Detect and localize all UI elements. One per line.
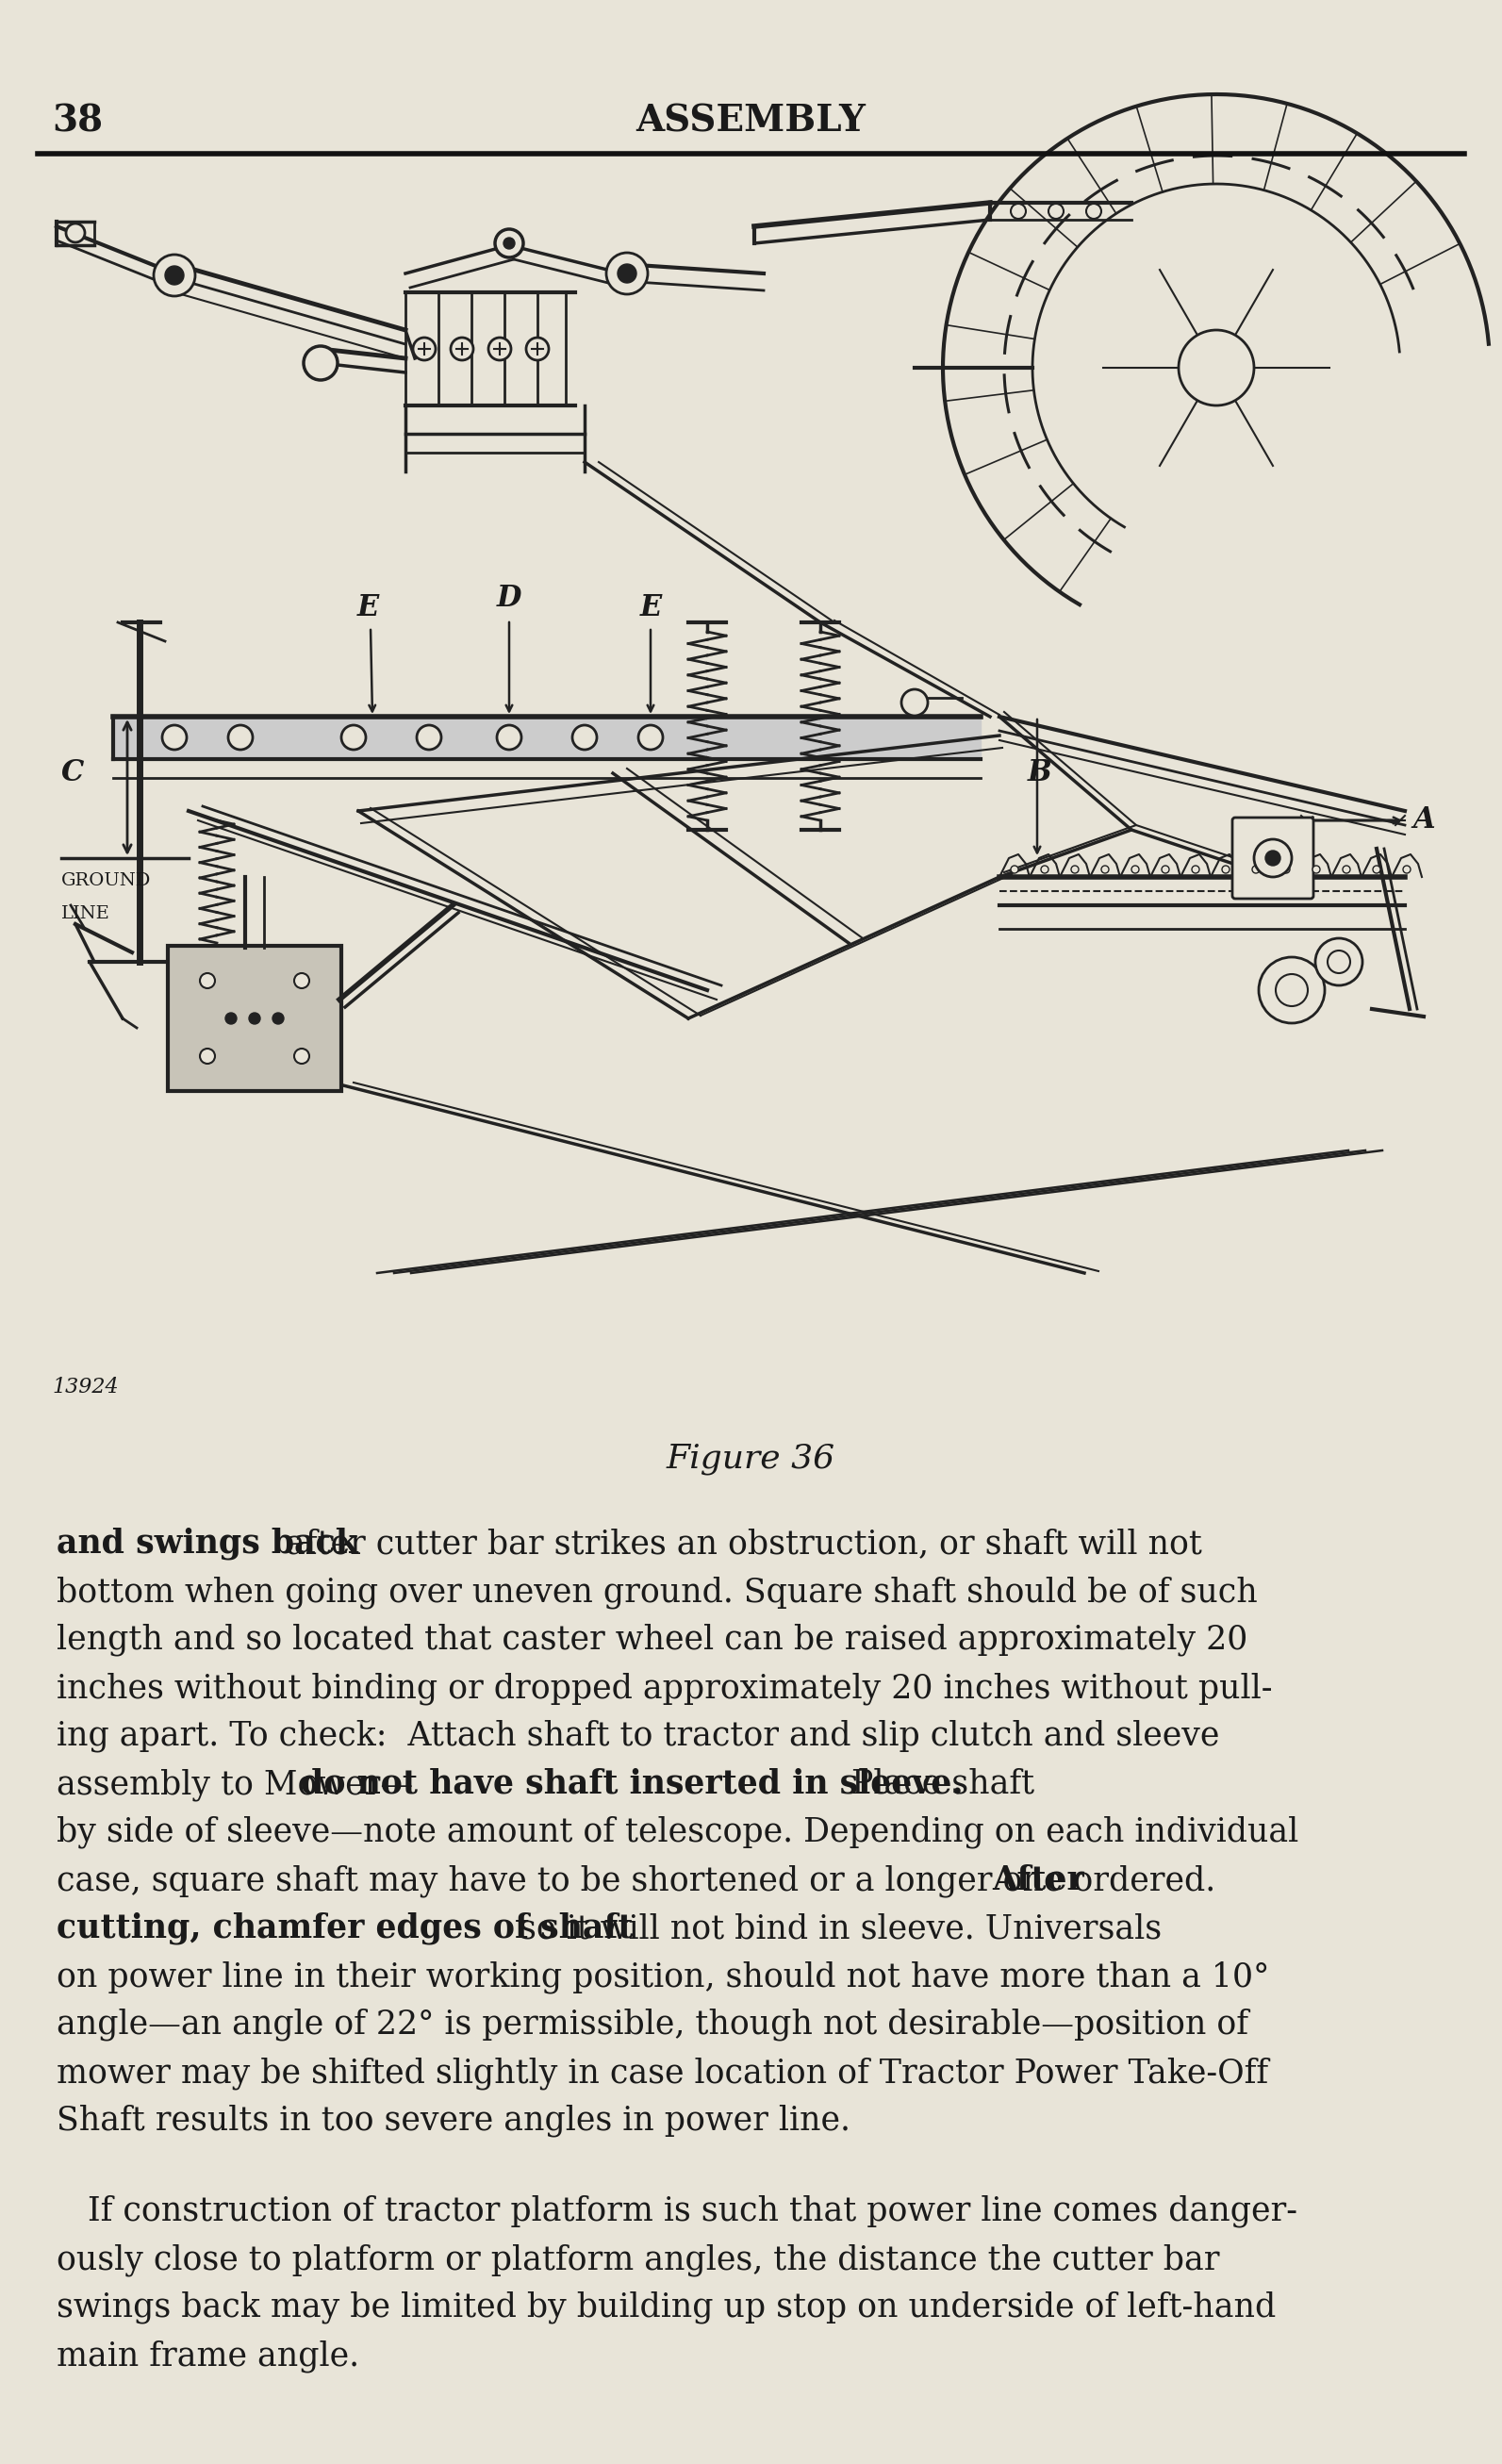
Circle shape [451, 338, 473, 360]
Circle shape [1254, 840, 1292, 877]
Text: LINE: LINE [62, 904, 110, 922]
Text: cutting, chamfer edges of shaft: cutting, chamfer edges of shaft [57, 1912, 634, 1944]
Circle shape [162, 724, 186, 749]
Text: assembly to Mower—: assembly to Mower— [57, 1769, 413, 1801]
Text: so it will not bind in sleeve. Universals: so it will not bind in sleeve. Universal… [509, 1912, 1163, 1944]
Circle shape [488, 338, 511, 360]
Text: E: E [357, 594, 379, 623]
Circle shape [1343, 865, 1350, 872]
Circle shape [638, 724, 662, 749]
Text: after cutter bar strikes an obstruction, or shaft will not: after cutter bar strikes an obstruction,… [276, 1528, 1203, 1560]
Circle shape [1373, 865, 1380, 872]
Circle shape [496, 229, 523, 256]
Text: case, square shaft may have to be shortened or a longer one ordered.: case, square shaft may have to be shorte… [57, 1865, 1226, 1897]
Text: by side of sleeve—note amount of telescope. Depending on each individual: by side of sleeve—note amount of telesco… [57, 1816, 1299, 1848]
Circle shape [1191, 865, 1199, 872]
Text: ously close to platform or platform angles, the distance the cutter bar: ously close to platform or platform angl… [57, 2242, 1220, 2277]
Text: swings back may be limited by building up stop on underside of left-hand: swings back may be limited by building u… [57, 2292, 1275, 2324]
FancyBboxPatch shape [168, 946, 341, 1092]
Circle shape [341, 724, 366, 749]
Circle shape [1011, 205, 1026, 219]
Circle shape [1161, 865, 1169, 872]
Text: A: A [1412, 806, 1434, 835]
Circle shape [249, 1013, 260, 1025]
Text: do not have shaft inserted in sleeve.: do not have shaft inserted in sleeve. [300, 1769, 963, 1801]
Text: mower may be shifted slightly in case location of Tractor Power Take-Off: mower may be shifted slightly in case lo… [57, 2057, 1268, 2089]
Text: ASSEMBLY: ASSEMBLY [635, 103, 865, 140]
Circle shape [294, 1050, 309, 1064]
Circle shape [228, 724, 252, 749]
Circle shape [416, 724, 442, 749]
Circle shape [1071, 865, 1078, 872]
Circle shape [1048, 205, 1063, 219]
Circle shape [1328, 951, 1350, 973]
Circle shape [1253, 865, 1260, 872]
Circle shape [572, 724, 596, 749]
Circle shape [1275, 973, 1308, 1005]
Text: D: D [497, 584, 521, 614]
Circle shape [1223, 865, 1230, 872]
Text: 13924: 13924 [53, 1377, 119, 1397]
Text: length and so located that caster wheel can be raised approximately 20: length and so located that caster wheel … [57, 1624, 1248, 1656]
Circle shape [272, 1013, 284, 1025]
Circle shape [225, 1013, 237, 1025]
Circle shape [607, 254, 647, 293]
Circle shape [165, 266, 183, 286]
Circle shape [1283, 865, 1290, 872]
FancyBboxPatch shape [1232, 818, 1313, 899]
Circle shape [1101, 865, 1108, 872]
Circle shape [503, 237, 515, 249]
Text: and swings back: and swings back [57, 1528, 357, 1560]
Circle shape [294, 973, 309, 988]
Circle shape [1086, 205, 1101, 219]
Text: Place shaft: Place shaft [841, 1769, 1035, 1801]
Text: inches without binding or dropped approximately 20 inches without pull-: inches without binding or dropped approx… [57, 1673, 1272, 1705]
Circle shape [526, 338, 548, 360]
Circle shape [200, 973, 215, 988]
Text: After: After [991, 1865, 1084, 1897]
Circle shape [1131, 865, 1139, 872]
Circle shape [153, 254, 195, 296]
Circle shape [1011, 865, 1018, 872]
Text: GROUND: GROUND [62, 872, 152, 890]
Circle shape [1316, 939, 1362, 986]
Circle shape [1179, 330, 1254, 407]
Text: angle—an angle of 22° is permissible, though not desirable—position of: angle—an angle of 22° is permissible, th… [57, 2008, 1248, 2040]
Circle shape [901, 690, 928, 715]
Circle shape [66, 224, 84, 241]
Circle shape [1313, 865, 1320, 872]
Circle shape [1403, 865, 1410, 872]
Circle shape [1041, 865, 1048, 872]
Circle shape [617, 264, 637, 283]
Text: Shaft results in too severe angles in power line.: Shaft results in too severe angles in po… [57, 2104, 850, 2136]
Circle shape [303, 345, 338, 379]
Text: E: E [640, 594, 661, 623]
Text: bottom when going over uneven ground. Square shaft should be of such: bottom when going over uneven ground. Sq… [57, 1574, 1257, 1609]
Text: main frame angle.: main frame angle. [57, 2338, 359, 2373]
Circle shape [1259, 956, 1325, 1023]
Circle shape [413, 338, 436, 360]
Text: B: B [1027, 759, 1051, 788]
Circle shape [497, 724, 521, 749]
Text: 38: 38 [53, 103, 104, 140]
Text: Figure 36: Figure 36 [665, 1444, 835, 1476]
Circle shape [1265, 850, 1280, 865]
Circle shape [200, 1050, 215, 1064]
Text: on power line in their working position, should not have more than a 10°: on power line in their working position,… [57, 1961, 1269, 1993]
Text: C: C [62, 759, 84, 788]
Text: If construction of tractor platform is such that power line comes danger-: If construction of tractor platform is s… [57, 2195, 1298, 2227]
Text: ing apart. To check:  Attach shaft to tractor and slip clutch and sleeve: ing apart. To check: Attach shaft to tra… [57, 1720, 1220, 1752]
